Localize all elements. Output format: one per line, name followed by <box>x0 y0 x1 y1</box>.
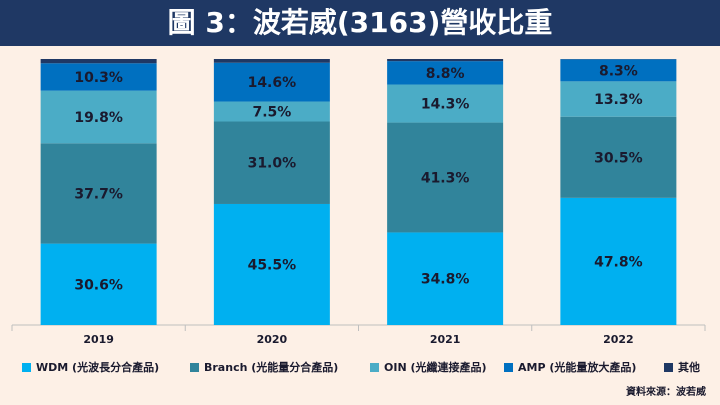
x-tick-label: 2021 <box>430 333 461 346</box>
data-label: 37.7% <box>74 186 123 202</box>
bar-segment <box>387 61 504 85</box>
legend-label: Branch (光能量分合產品) <box>204 360 338 374</box>
legend-swatch <box>370 363 379 372</box>
legend-swatch <box>664 363 673 372</box>
data-label: 19.8% <box>74 110 123 126</box>
bar-segment <box>40 63 157 91</box>
bar-segment <box>40 143 157 244</box>
bar-segment <box>387 122 504 233</box>
data-label: 30.5% <box>594 150 643 166</box>
bar-segment <box>40 243 157 325</box>
bar-segment <box>213 59 330 63</box>
bar-segment <box>560 116 677 198</box>
bar-segment <box>387 84 504 123</box>
bar-segment <box>40 59 157 64</box>
title-banner <box>0 0 720 46</box>
data-label: 14.3% <box>421 97 470 113</box>
x-tick-label: 2019 <box>83 333 114 346</box>
data-label: 8.3% <box>599 63 638 79</box>
bar-segment <box>213 121 330 204</box>
bar-segment <box>213 101 330 122</box>
x-tick-label: 2022 <box>603 333 634 346</box>
x-tick-label: 2020 <box>257 333 288 346</box>
source-note: 資料來源：波若威 <box>626 385 706 398</box>
bar-segment <box>387 232 504 325</box>
data-label: 13.3% <box>594 92 643 108</box>
data-label: 7.5% <box>252 105 291 121</box>
chart-title: 圖 3：波若威(3163)營收比重 <box>168 6 553 39</box>
data-label: 41.3% <box>421 171 470 187</box>
legend-label: 其他 <box>678 360 700 374</box>
data-label: 8.8% <box>426 66 465 82</box>
legend-swatch <box>190 363 199 372</box>
bar-segment <box>213 203 330 325</box>
legend-label: OIN (光纖連接產品) <box>384 360 487 374</box>
data-label: 30.6% <box>74 277 123 293</box>
data-label: 10.3% <box>74 70 123 86</box>
data-label: 31.0% <box>248 156 297 172</box>
legend-swatch <box>504 363 513 372</box>
data-label: 34.8% <box>421 272 470 288</box>
legend-swatch <box>22 363 31 372</box>
bar-segment <box>560 197 677 325</box>
bar-segment <box>560 59 677 82</box>
data-label: 47.8% <box>594 254 643 270</box>
bar-segment <box>560 81 677 117</box>
data-label: 45.5% <box>248 257 297 273</box>
bar-segment <box>387 59 504 62</box>
bar-segment <box>213 62 330 102</box>
bar-segment <box>40 90 157 144</box>
legend-label: AMP (光能量放大產品) <box>518 360 636 374</box>
legend-label: WDM (光波長分合產品) <box>36 360 159 374</box>
data-label: 14.6% <box>248 75 297 91</box>
